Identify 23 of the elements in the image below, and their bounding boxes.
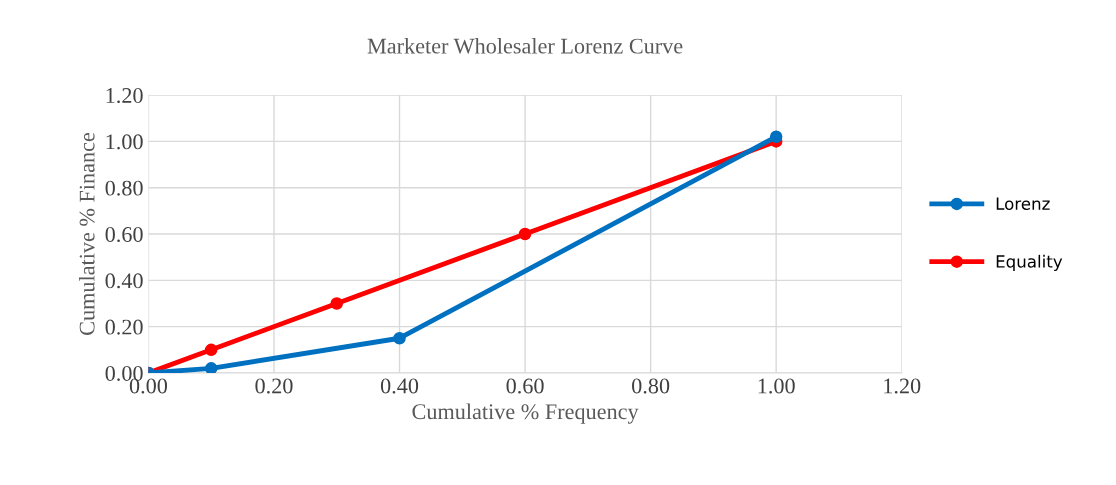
y-tick-label: 1.20 [106, 87, 143, 104]
x-tick-label: 0.40 [380, 378, 419, 394]
x-axis-title: Cumulative % Frequency [412, 403, 639, 424]
x-tick-label: 1.20 [884, 378, 921, 394]
y-axis-title: Cumulative % Finance [78, 132, 95, 335]
point [204, 362, 218, 373]
x-tick-label: 0.80 [632, 378, 670, 394]
point [518, 227, 532, 241]
y-tick-label: 0.60 [105, 226, 143, 243]
point [204, 343, 218, 357]
point [769, 130, 783, 143]
x-tick-label: 0.20 [255, 378, 293, 394]
y-tick-label: 0.40 [105, 273, 143, 289]
y-tick-label: 1.00 [106, 134, 143, 150]
chart-title: Marketer Wholesaler Lorenz Curve [367, 37, 683, 54]
y-tick-label: 0.80 [105, 180, 143, 196]
legend-label: Equality [996, 254, 1063, 271]
x-tick-label: 0.60 [506, 378, 544, 394]
x-tick-label: 1.00 [758, 378, 795, 394]
y-tick-label: 0.20 [105, 319, 143, 335]
point [330, 297, 344, 310]
point [393, 331, 406, 345]
legend-label: Lorenz [996, 197, 1050, 210]
